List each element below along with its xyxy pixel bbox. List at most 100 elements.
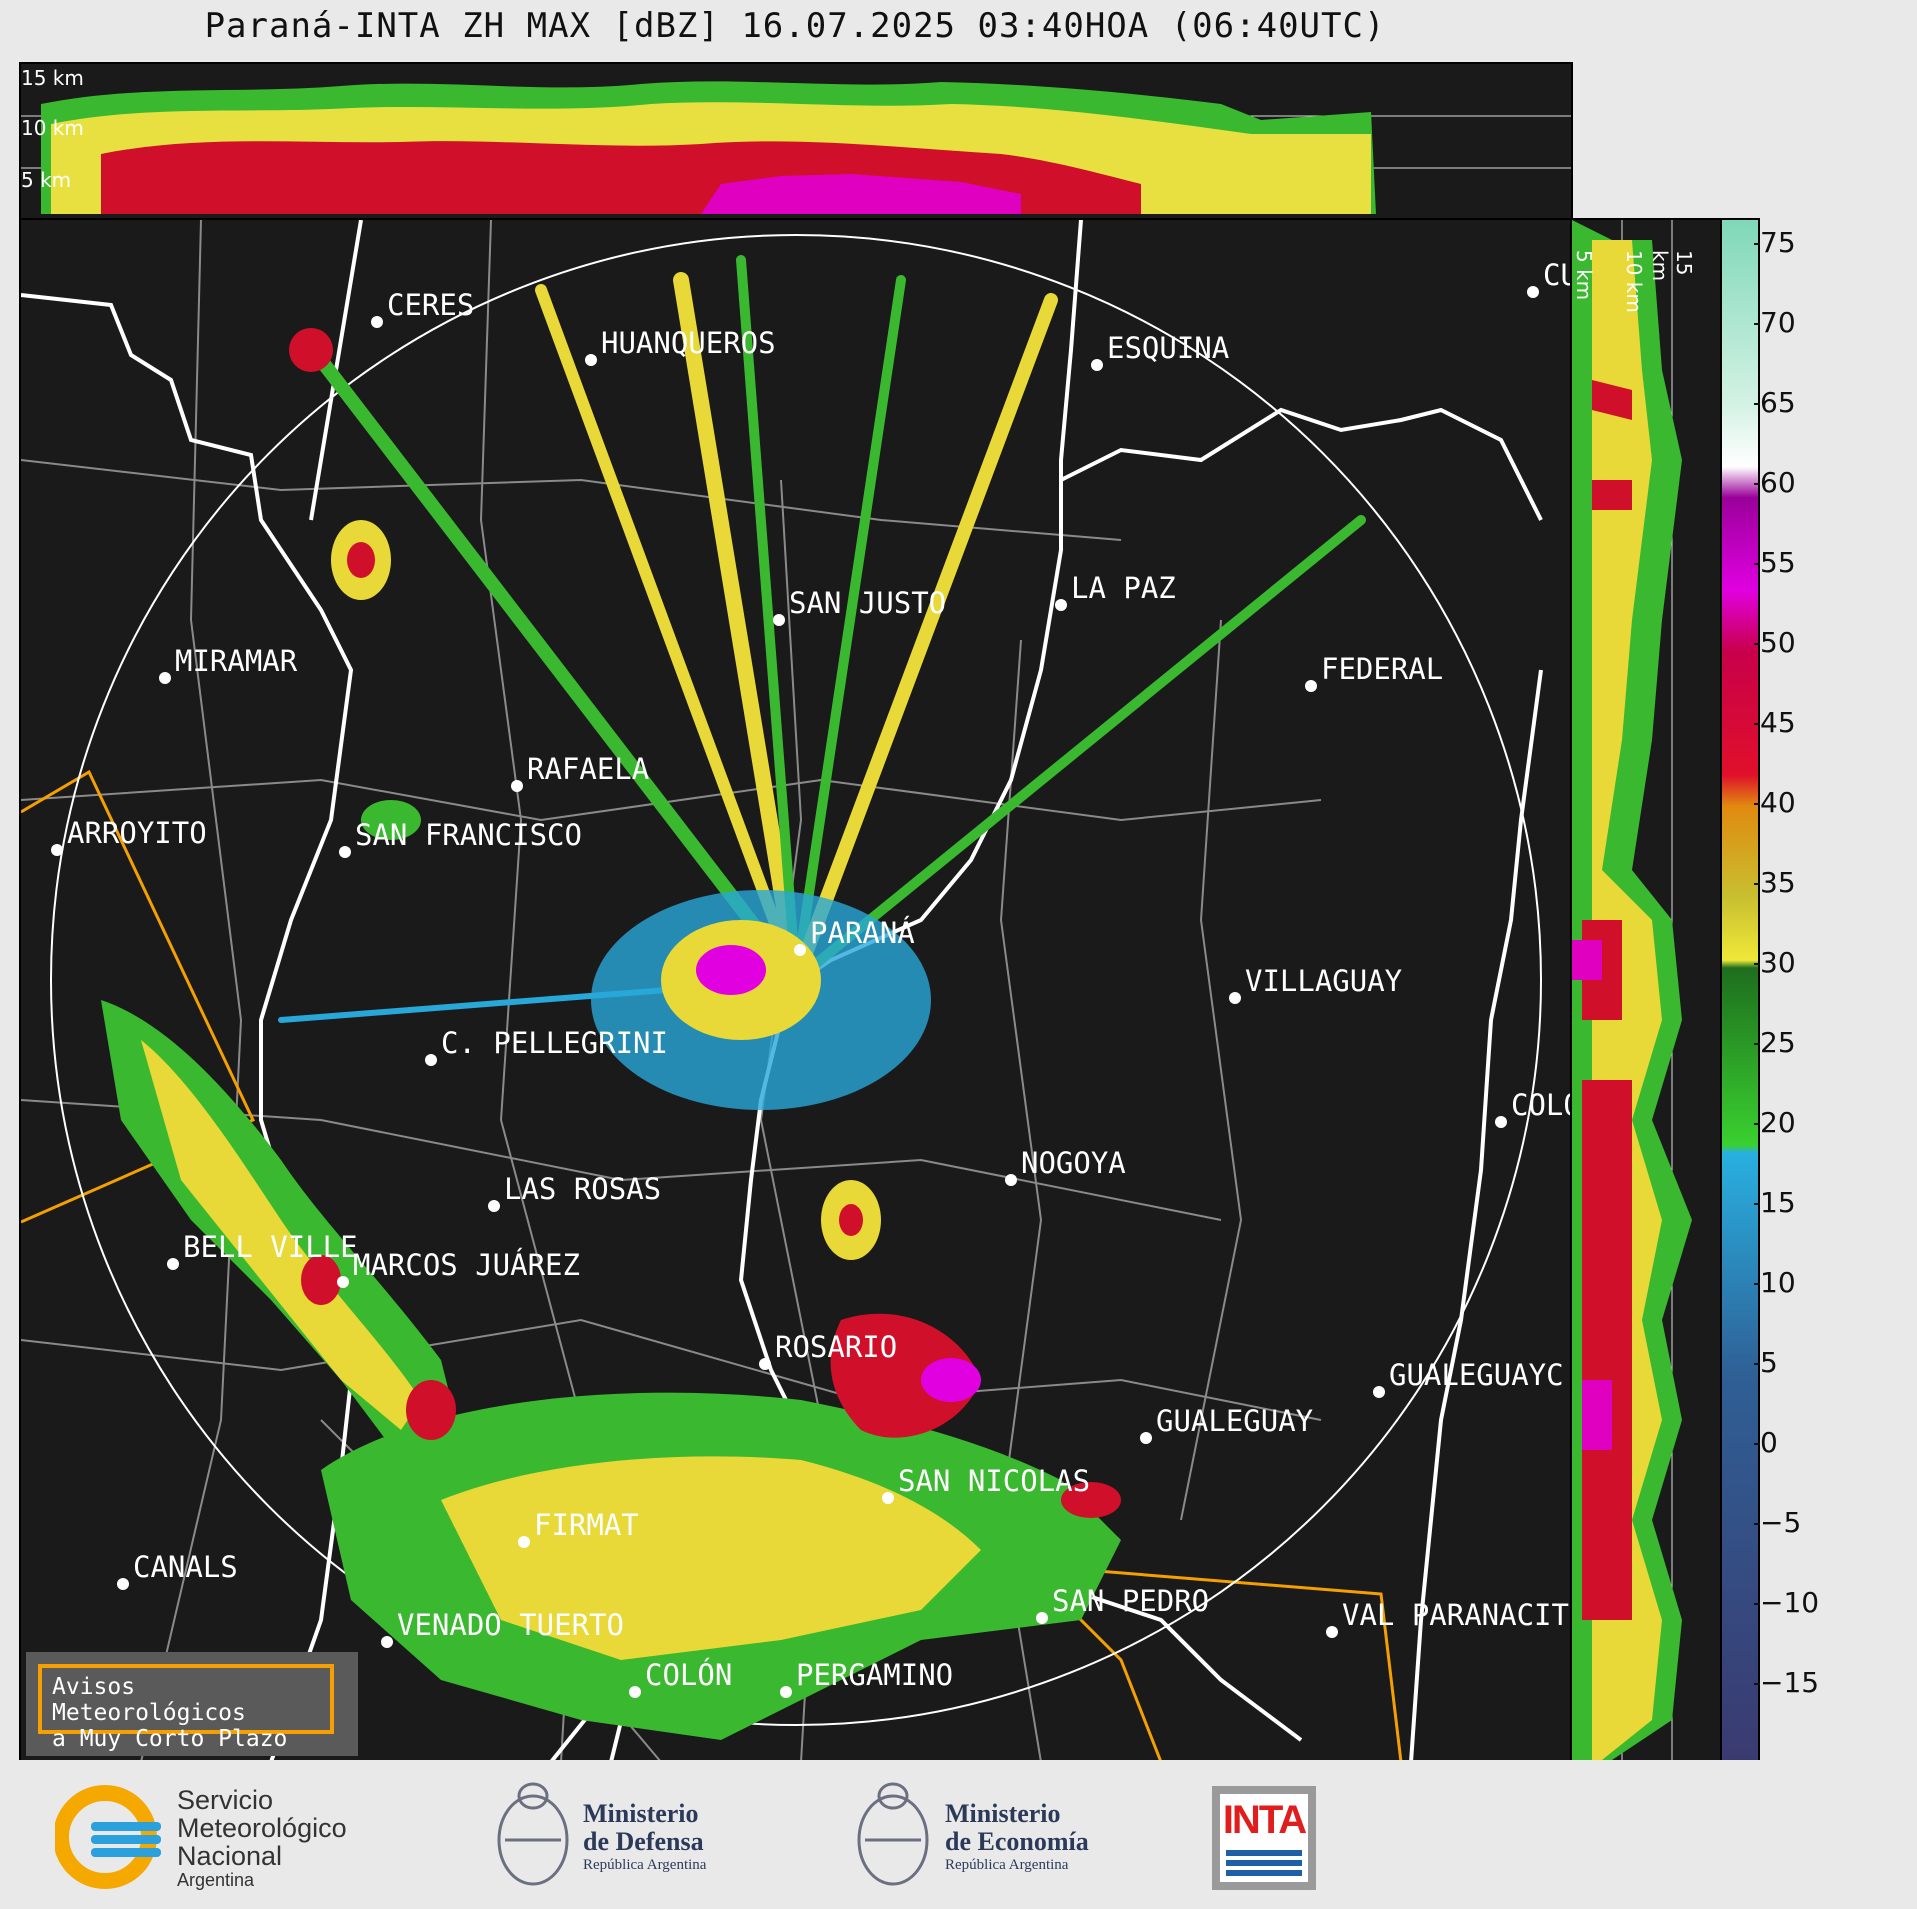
- city-label: GUALEGUAY: [1156, 1404, 1314, 1438]
- economia-line-2: de Economía: [945, 1827, 1089, 1856]
- city-dot: [1005, 1174, 1017, 1186]
- city-dot: [1326, 1626, 1338, 1638]
- city-label: CANALS: [133, 1550, 238, 1584]
- city-label: PARANÁ: [810, 916, 915, 950]
- colorbar-tick: 30: [1754, 946, 1796, 979]
- city-label: VILLAGUAY: [1245, 964, 1403, 998]
- city-dot: [759, 1358, 771, 1370]
- city-label: MARCOS JUÁREZ: [353, 1248, 580, 1282]
- radar-map[interactable]: CERES HUANQUEROS ESQUINA CU SAN JUSTO LA…: [19, 218, 1573, 1764]
- city-label: SAN JUSTO: [789, 586, 947, 620]
- warning-legend[interactable]: Avisos Meteorológicos a Muy Corto Plazo: [26, 1652, 358, 1756]
- colorbar-tick: 70: [1754, 306, 1796, 339]
- city-label: CERES: [387, 288, 475, 322]
- national-seal-icon: [857, 1782, 929, 1886]
- smn-line-2: Meteorológico: [177, 1813, 347, 1843]
- national-seal-icon: [497, 1782, 569, 1886]
- city-label: VAL PARANACIT: [1342, 1598, 1569, 1632]
- city-dot: [1055, 599, 1067, 611]
- city-dot: [629, 1686, 641, 1698]
- city-label: FEDERAL: [1321, 652, 1444, 686]
- defensa-logo: Ministerio de Defensa República Argentin…: [495, 1778, 755, 1898]
- city-label: LA PAZ: [1071, 571, 1176, 605]
- city-label: SAN PEDRO: [1052, 1584, 1210, 1618]
- defensa-line-2: de Defensa: [583, 1827, 704, 1856]
- economia-line-3: República Argentina: [945, 1857, 1069, 1873]
- city-dot: [371, 316, 383, 328]
- city-dot: [339, 846, 351, 858]
- smn-line-4: Argentina: [177, 1870, 255, 1890]
- map-title: Paraná-INTA ZH MAX [dBZ] 16.07.2025 03:4…: [204, 6, 1386, 46]
- side-height-label-15km: 15 km: [1648, 250, 1696, 282]
- colorbar-tick: 75: [1754, 226, 1796, 259]
- city-label: ESQUINA: [1107, 331, 1230, 365]
- city-dot: [1140, 1432, 1152, 1444]
- colorbar-tick: 5: [1754, 1346, 1778, 1379]
- colorbar-tick: 35: [1754, 866, 1796, 899]
- side-height-profile: 5 km 10 km 15 km: [1570, 218, 1722, 1764]
- reflectivity-colorbar: [1720, 218, 1760, 1764]
- city-dot: [159, 672, 171, 684]
- colorbar-tick: −15: [1753, 1666, 1820, 1699]
- city-label: PERGAMINO: [796, 1658, 954, 1692]
- side-height-label-5km: 5 km: [1572, 250, 1596, 301]
- side-profile-echoes: [1572, 220, 1692, 1762]
- city-dot: [794, 944, 806, 956]
- economia-line-1: Ministerio: [945, 1799, 1061, 1828]
- colorbar-tick: 45: [1754, 706, 1796, 739]
- city-label: VENADO TUERTO: [397, 1608, 624, 1642]
- colorbar-tick: 50: [1754, 626, 1796, 659]
- city-dot: [773, 614, 785, 626]
- city-label: MIRAMAR: [175, 644, 298, 678]
- colorbar-tick: 55: [1754, 546, 1796, 579]
- city-label: COLÓ: [1511, 1088, 1571, 1122]
- smn-logo: Servicio Meteorológico Nacional Argentin…: [55, 1782, 395, 1892]
- colorbar-tick: 0: [1754, 1426, 1778, 1459]
- map-geography: [21, 220, 1543, 1762]
- top-profile-echoes: [21, 81, 1571, 214]
- colorbar-tick: −10: [1753, 1586, 1820, 1619]
- warning-legend-frame: Avisos Meteorológicos a Muy Corto Plazo: [38, 1664, 334, 1752]
- city-dot: [1091, 359, 1103, 371]
- legend-line-1: Avisos Meteorológicos: [52, 1674, 246, 1726]
- colorbar-tick: 15: [1754, 1186, 1796, 1219]
- city-dot: [337, 1276, 349, 1288]
- city-dot: [882, 1492, 894, 1504]
- city-dot: [1373, 1386, 1385, 1398]
- colorbar-tick: −5: [1753, 1506, 1802, 1539]
- inta-logo: INTA: [1212, 1786, 1316, 1890]
- smn-line-1: Servicio: [177, 1785, 274, 1815]
- city-label: CU: [1543, 258, 1571, 292]
- city-label: RAFAELA: [527, 752, 650, 786]
- defensa-line-3: República Argentina: [583, 1857, 707, 1873]
- city-label: ARROYITO: [67, 816, 207, 850]
- colorbar-tick: 25: [1754, 1026, 1796, 1059]
- city-label: NOGOYA: [1021, 1146, 1126, 1180]
- city-label: ROSARIO: [775, 1330, 898, 1364]
- city-dot: [381, 1636, 393, 1648]
- city-dot: [117, 1578, 129, 1590]
- footer-logos: Servicio Meteorológico Nacional Argentin…: [0, 1760, 1917, 1909]
- city-dot: [1229, 992, 1241, 1004]
- city-label: HUANQUEROS: [601, 326, 776, 360]
- city-dot: [780, 1686, 792, 1698]
- economia-logo: Ministerio de Economía República Argenti…: [855, 1778, 1135, 1898]
- smn-line-3: Nacional: [177, 1841, 283, 1871]
- city-dot: [488, 1200, 500, 1212]
- city-label: C. PELLEGRINI: [441, 1026, 668, 1060]
- city-dot: [585, 354, 597, 366]
- side-height-label-10km: 10 km: [1622, 250, 1646, 313]
- city-dot: [1495, 1116, 1507, 1128]
- top-height-profile: 15 km 10 km 5 km: [19, 62, 1573, 220]
- city-label: COLÓN: [645, 1658, 733, 1692]
- city-dot: [51, 844, 63, 856]
- colorbar-gradient: [1722, 220, 1758, 1762]
- city-label: GUALEGUAYC: [1389, 1358, 1564, 1392]
- colorbar-tick: 20: [1754, 1106, 1796, 1139]
- smn-emblem-icon: [55, 1785, 161, 1889]
- inta-logo-text: INTA: [1222, 1798, 1307, 1842]
- city-dot: [1305, 680, 1317, 692]
- height-label-5km: 5 km: [21, 168, 72, 192]
- range-ring: [50, 234, 1542, 1726]
- legend-line-2: a Muy Corto Plazo: [52, 1726, 288, 1752]
